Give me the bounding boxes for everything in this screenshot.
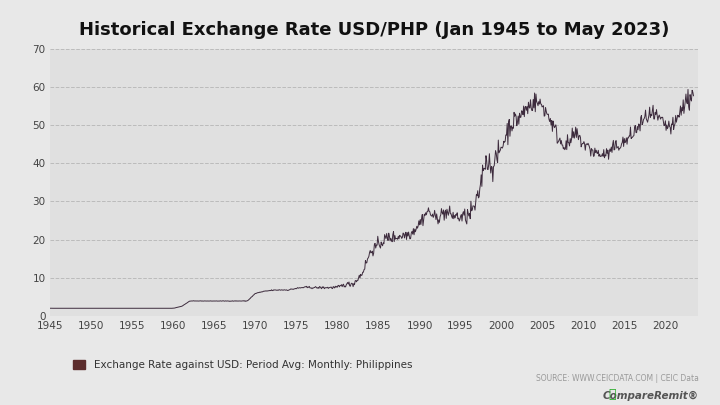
- Legend: Exchange Rate against USD: Period Avg: Monthly: Philippines: Exchange Rate against USD: Period Avg: M…: [68, 356, 416, 374]
- Title: Historical Exchange Rate USD/PHP (Jan 1945 to May 2023): Historical Exchange Rate USD/PHP (Jan 19…: [79, 21, 670, 39]
- Text: Ⓢ: Ⓢ: [608, 388, 616, 401]
- Text: CompareRemit®: CompareRemit®: [602, 391, 698, 401]
- Text: SOURCE: WWW.CEICDATA.COM | CEIC Data: SOURCE: WWW.CEICDATA.COM | CEIC Data: [536, 374, 698, 383]
